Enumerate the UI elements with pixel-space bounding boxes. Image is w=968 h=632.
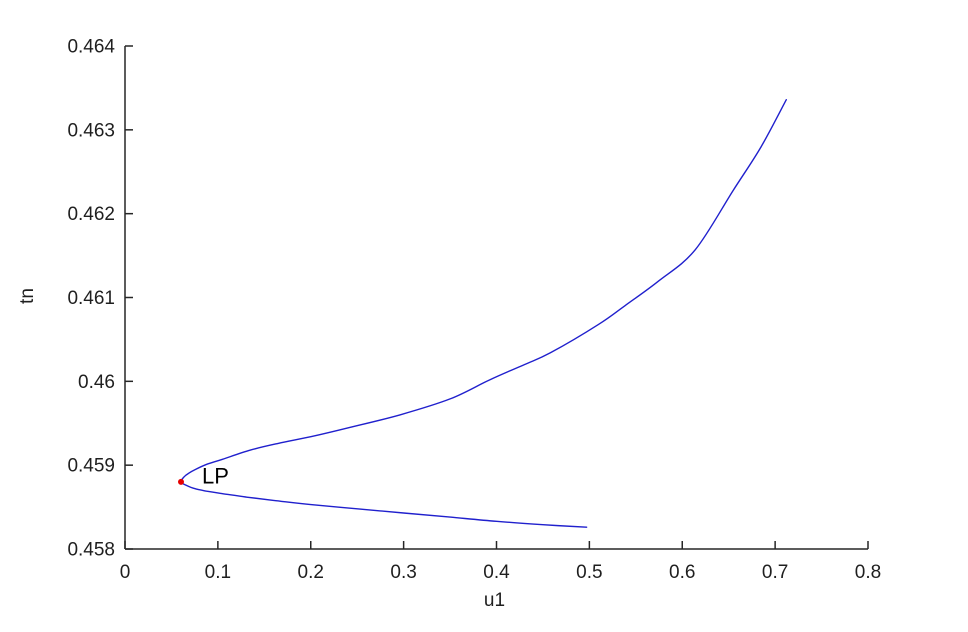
lp-label: LP: [202, 464, 229, 489]
y-tick-label: 0.459: [67, 456, 115, 477]
y-tick-label: 0.463: [67, 120, 115, 141]
curve-layer: [180, 99, 787, 528]
y-tick-label: 0.458: [67, 540, 115, 561]
x-tick-label: 0.3: [390, 562, 416, 583]
y-axis-label: tn: [17, 288, 38, 304]
x-tick-label: 0: [120, 562, 131, 583]
marker-layer: [178, 478, 185, 485]
lp-marker: [178, 478, 185, 485]
x-tick-label: 0.2: [298, 562, 324, 583]
x-tick-label: 0.1: [205, 562, 231, 583]
y-tick-label: 0.462: [67, 204, 115, 225]
equilibrium-curve: [180, 99, 787, 528]
x-tick-label: 0.6: [669, 562, 695, 583]
y-tick-label: 0.461: [67, 288, 115, 309]
x-tick-label: 0.7: [762, 562, 788, 583]
y-tick-label: 0.464: [67, 37, 115, 58]
axes: 0 0.1 0.2 0.3 0.4 0.5 0.6 0.7 0.8 0.458 0.459 0.46 0…: [67, 37, 881, 584]
y-tick-label: 0.46: [78, 372, 115, 393]
x-tick-label: 0.8: [855, 562, 881, 583]
x-axis-label: u1: [484, 590, 505, 611]
x-tick-label: 0.4: [483, 562, 510, 583]
x-tick-label: 0.5: [576, 562, 602, 583]
